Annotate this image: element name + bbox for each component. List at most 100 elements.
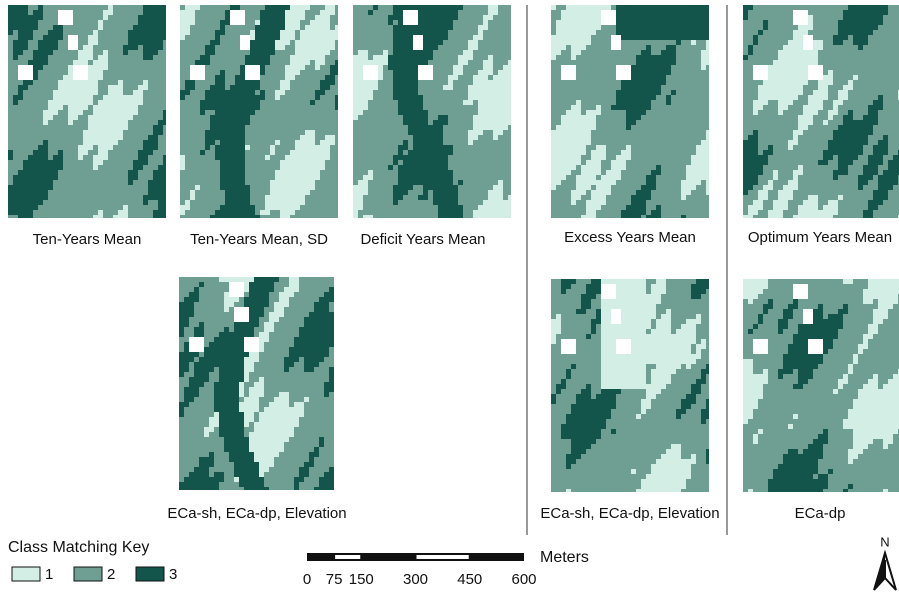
raster-cell <box>265 165 270 170</box>
raster-cell <box>493 125 498 130</box>
raster-cell <box>103 10 108 15</box>
raster-cell <box>285 45 290 50</box>
raster-cell <box>576 110 581 115</box>
raster-cell <box>98 20 103 25</box>
raster-cell <box>701 75 706 80</box>
raster-cell <box>403 40 408 45</box>
raster-cell <box>28 140 33 145</box>
raster-cell <box>468 150 473 155</box>
raster-cell <box>676 80 681 85</box>
raster-cell <box>88 15 93 20</box>
raster-cell <box>488 210 493 215</box>
raster-cell <box>601 40 606 45</box>
raster-cell <box>200 25 205 30</box>
raster-cell <box>38 5 43 10</box>
raster-cell <box>616 115 621 120</box>
raster-cell <box>586 120 591 125</box>
raster-cell <box>53 185 58 190</box>
raster-cell <box>423 215 428 218</box>
raster-cell <box>53 140 58 145</box>
raster-cell <box>418 100 423 105</box>
raster-cell <box>586 115 591 120</box>
raster-cell <box>443 75 448 80</box>
raster-cell <box>508 150 511 155</box>
raster-cell <box>498 165 503 170</box>
raster-cell <box>163 105 166 110</box>
raster-cell <box>388 90 393 95</box>
raster-cell <box>225 135 230 140</box>
raster-cell <box>260 210 265 215</box>
raster-cell <box>626 70 631 75</box>
raster-cell <box>255 125 260 130</box>
raster-cell <box>215 200 220 205</box>
raster-cell <box>195 200 200 205</box>
raster-cell <box>128 50 133 55</box>
raster-cell <box>225 120 230 125</box>
raster-cell <box>58 175 63 180</box>
raster-cell <box>270 205 275 210</box>
raster-cell <box>260 80 265 85</box>
raster-cell <box>235 70 240 75</box>
raster-cell <box>245 45 250 50</box>
raster-cell <box>551 85 556 90</box>
raster-cell <box>153 100 158 105</box>
raster-cell <box>148 80 153 85</box>
raster-cell <box>686 35 691 40</box>
raster-cell <box>325 120 330 125</box>
raster-cell <box>363 90 368 95</box>
raster-cell <box>255 205 260 210</box>
raster-cell <box>88 135 93 140</box>
raster-cell <box>566 10 571 15</box>
raster-cell <box>556 115 561 120</box>
raster-cell <box>701 110 706 115</box>
raster-cell <box>73 25 78 30</box>
raster-cell <box>138 40 143 45</box>
raster-cell <box>180 85 185 90</box>
raster-cell <box>205 45 210 50</box>
raster-cell <box>488 155 493 160</box>
raster-cell <box>353 155 358 160</box>
raster-cell <box>23 95 28 100</box>
raster-cell <box>686 80 691 85</box>
raster-cell <box>676 130 681 135</box>
raster-cell <box>661 45 666 50</box>
raster-cell <box>255 175 260 180</box>
raster-cell <box>646 15 651 20</box>
raster-cell <box>78 60 83 65</box>
raster-cell <box>503 15 508 20</box>
raster-cell <box>28 160 33 165</box>
raster-cell <box>378 90 383 95</box>
raster-cell <box>358 175 363 180</box>
raster-cell <box>463 20 468 25</box>
raster-cell <box>330 150 335 155</box>
raster-cell <box>398 195 403 200</box>
raster-cell <box>240 110 245 115</box>
raster-cell <box>458 25 463 30</box>
raster-cell <box>393 50 398 55</box>
raster-cell <box>8 20 13 25</box>
raster-cell <box>403 10 408 15</box>
raster-cell <box>240 70 245 75</box>
raster-cell <box>240 190 245 195</box>
raster-cell <box>353 190 358 195</box>
raster-cell <box>290 20 295 25</box>
raster-cell <box>606 105 611 110</box>
raster-cell <box>133 120 138 125</box>
raster-cell <box>250 5 255 10</box>
raster-cell <box>93 190 98 195</box>
raster-cell <box>305 45 310 50</box>
raster-cell <box>280 200 285 205</box>
raster-cell <box>163 50 166 55</box>
raster-cell <box>463 100 468 105</box>
raster-cell <box>581 20 586 25</box>
raster-cell <box>433 50 438 55</box>
raster-cell <box>18 90 23 95</box>
raster-cell <box>48 195 53 200</box>
raster-cell <box>158 75 163 80</box>
raster-cell <box>78 50 83 55</box>
raster-cell <box>551 65 556 70</box>
raster-cell <box>128 215 133 218</box>
raster-cell <box>43 210 48 215</box>
raster-cell <box>463 70 468 75</box>
raster-cell <box>601 70 606 75</box>
